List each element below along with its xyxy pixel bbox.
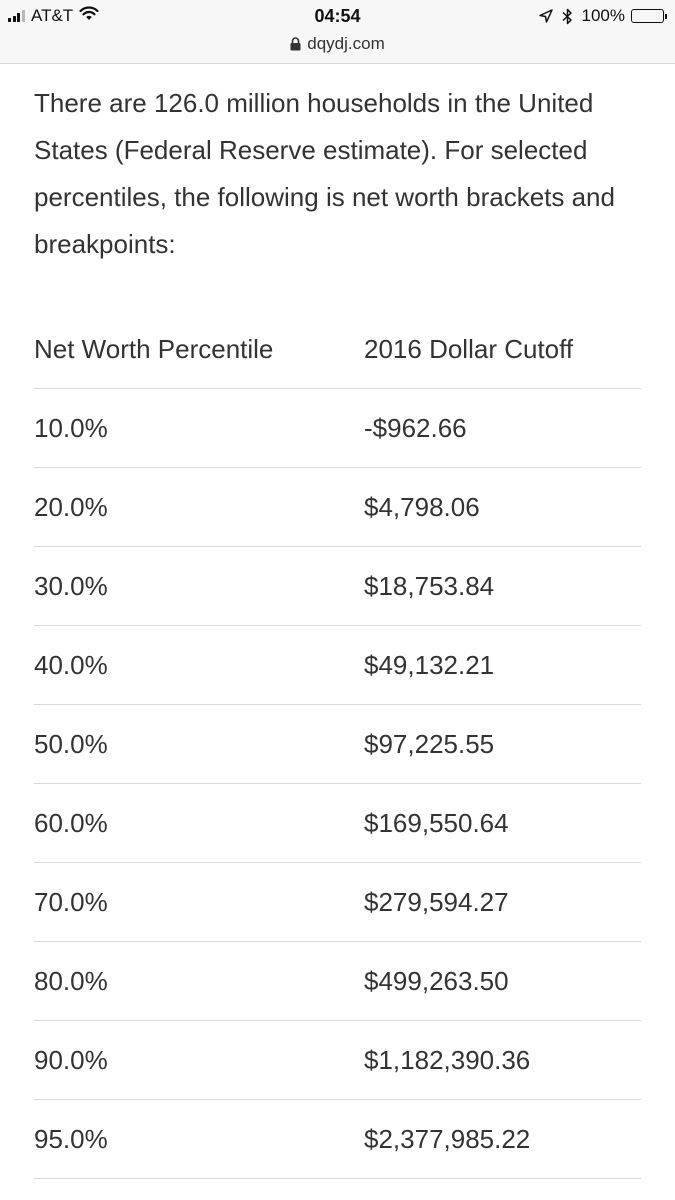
battery-icon [631, 9, 667, 23]
header-percentile: Net Worth Percentile [34, 310, 364, 389]
table-row: 90.0% $1,182,390.36 [34, 1020, 641, 1100]
clock: 04:54 [314, 6, 361, 26]
percentile-cell: 30.0% [34, 546, 364, 626]
percentile-cell: 95.0% [34, 1099, 364, 1179]
table-header-row: Net Worth Percentile 2016 Dollar Cutoff [34, 310, 641, 389]
cutoff-cell: $499,263.50 [364, 941, 641, 1021]
status-right-group: 100% [538, 6, 667, 26]
domain-text: dqydj.com [307, 34, 385, 53]
cutoff-cell: $97,225.55 [364, 704, 641, 784]
signal-icon [8, 10, 26, 22]
percentile-cell: 40.0% [34, 625, 364, 705]
table-row: 20.0% $4,798.06 [34, 467, 641, 547]
table-row: 30.0% $18,753.84 [34, 546, 641, 626]
cutoff-cell: $279,594.27 [364, 862, 641, 942]
percentile-cell: 20.0% [34, 467, 364, 547]
percentile-cell: 70.0% [34, 862, 364, 942]
battery-percentage: 100% [581, 6, 625, 25]
table-row: 40.0% $49,132.21 [34, 625, 641, 705]
percentile-cell: 90.0% [34, 1020, 364, 1100]
bluetooth-icon [562, 8, 573, 25]
table-row: 60.0% $169,550.64 [34, 783, 641, 863]
carrier-group: AT&T [8, 6, 99, 26]
table-row: 95.0% $2,377,985.22 [34, 1099, 641, 1179]
cutoff-cell: -$962.66 [364, 388, 641, 468]
cutoff-cell: $169,550.64 [364, 783, 641, 863]
wifi-icon [79, 6, 99, 26]
table-row: 80.0% $499,263.50 [34, 941, 641, 1021]
percentile-cell: 10.0% [34, 388, 364, 468]
net-worth-table: Net Worth Percentile 2016 Dollar Cutoff … [34, 310, 641, 1179]
cutoff-cell: $49,132.21 [364, 625, 641, 705]
carrier-name: AT&T [31, 6, 74, 25]
cutoff-cell: $1,182,390.36 [364, 1020, 641, 1100]
cutoff-cell: $2,377,985.22 [364, 1099, 641, 1179]
table-row: 10.0% -$962.66 [34, 388, 641, 468]
table-row: 70.0% $279,594.27 [34, 862, 641, 942]
location-arrow-icon [538, 9, 553, 23]
percentile-cell: 60.0% [34, 783, 364, 863]
lock-icon [290, 37, 301, 51]
address-display[interactable]: dqydj.com [0, 33, 675, 55]
header-cutoff: 2016 Dollar Cutoff [364, 310, 641, 389]
table-row: 50.0% $97,225.55 [34, 704, 641, 784]
article-content: There are 126.0 million households in th… [34, 80, 641, 268]
status-bar: AT&T 04:54 100% [0, 0, 675, 33]
url-bar[interactable]: dqydj.com [0, 33, 675, 64]
percentile-cell: 80.0% [34, 941, 364, 1021]
cutoff-cell: $4,798.06 [364, 467, 641, 547]
intro-paragraph: There are 126.0 million households in th… [34, 88, 615, 259]
percentile-cell: 50.0% [34, 704, 364, 784]
cutoff-cell: $18,753.84 [364, 546, 641, 626]
